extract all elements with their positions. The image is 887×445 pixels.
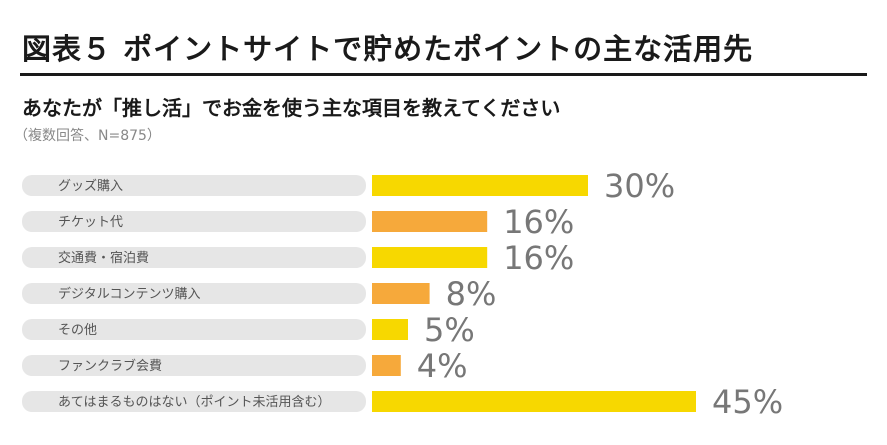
category-label-bg <box>22 355 366 376</box>
bar <box>372 247 488 268</box>
chart-subtitle: あなたが「推し活」でお金を使う主な項目を教えてください <box>22 96 561 120</box>
page-title: 図表５ ポイントサイトで貯めたポイントの主な活用先 <box>22 32 754 66</box>
value-label: 8% <box>446 275 497 313</box>
title-underline <box>20 73 867 76</box>
bar <box>372 391 696 412</box>
category-label-bg <box>22 391 366 412</box>
category-label-bg <box>22 319 366 340</box>
category-label: あてはまるものはない（ポイント未活用含む） <box>58 394 330 410</box>
value-label: 16% <box>503 239 574 277</box>
sample-note: （複数回答、N=875） <box>14 128 161 144</box>
bar <box>372 175 588 196</box>
category-label: グッズ購入 <box>58 178 123 194</box>
category-label: 交通費・宿泊費 <box>58 250 149 266</box>
value-label: 5% <box>424 311 475 349</box>
category-label-bg <box>22 283 366 304</box>
bar <box>372 319 408 340</box>
category-label-bg <box>22 211 366 232</box>
value-label: 45% <box>712 383 783 421</box>
category-label: ファンクラブ会費 <box>58 358 162 374</box>
bar <box>372 211 488 232</box>
category-label-bg <box>22 175 366 196</box>
category-label-bg <box>22 247 366 268</box>
bar <box>372 355 401 376</box>
value-label: 4% <box>417 347 468 385</box>
category-label: チケット代 <box>58 215 123 230</box>
value-label: 30% <box>604 167 675 205</box>
value-label: 16% <box>503 203 574 241</box>
category-label: デジタルコンテンツ購入 <box>58 286 200 302</box>
bar <box>372 283 430 304</box>
category-label: その他 <box>58 323 97 338</box>
